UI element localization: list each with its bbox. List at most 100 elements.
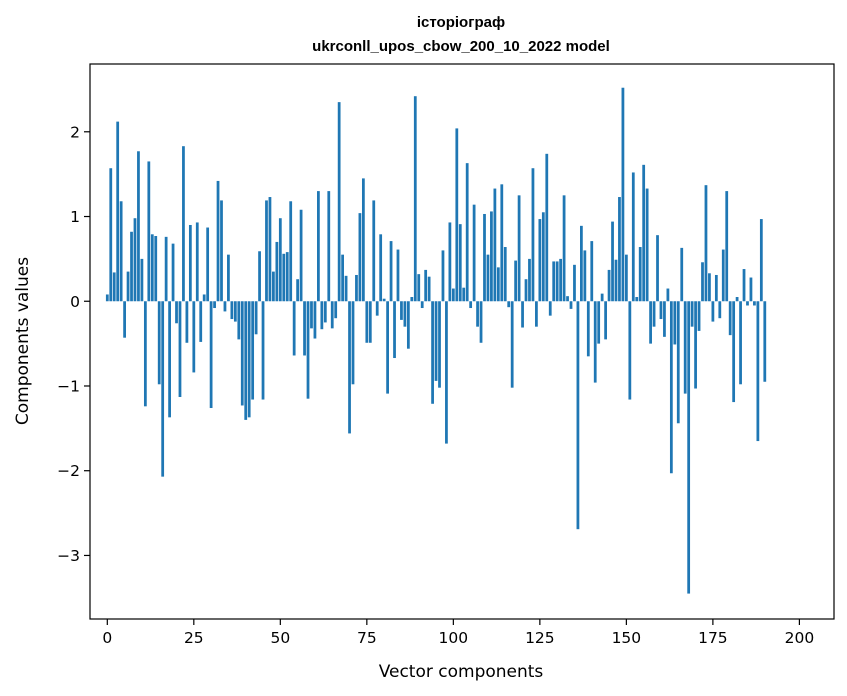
bar-142 — [597, 301, 601, 344]
x-tick-label: 200 — [785, 629, 815, 647]
bar-3 — [116, 121, 120, 302]
bar-190 — [763, 301, 767, 382]
bar-134 — [569, 301, 573, 309]
x-axis-ticks: 0 25 50 75 100 125 150 175 200 — [102, 619, 814, 647]
x-tick-label: 75 — [357, 629, 377, 647]
bar-169 — [690, 301, 694, 327]
bar-128 — [548, 301, 552, 316]
bar-10 — [140, 258, 144, 302]
bar-132 — [562, 195, 566, 302]
bar-114 — [500, 184, 504, 302]
bar-96 — [438, 301, 441, 388]
x-tick-label: 150 — [612, 629, 642, 647]
plot-frame — [89, 63, 835, 620]
bar-54 — [292, 301, 296, 356]
bar-7 — [130, 231, 133, 302]
bar-81 — [386, 301, 389, 394]
bar-59 — [310, 301, 313, 329]
bar-155 — [642, 164, 646, 302]
bar-93 — [427, 276, 431, 302]
bar-147 — [614, 259, 618, 302]
bar-86 — [403, 301, 407, 327]
bar-146 — [611, 221, 614, 302]
y-tick-label: 1 — [70, 208, 80, 226]
bar-121 — [524, 279, 528, 302]
bar-133 — [566, 296, 569, 302]
bar-89 — [413, 96, 417, 302]
bar-83 — [393, 301, 396, 359]
chart-subtitle: ukrconll_upos_cbow_200_10_2022 model — [312, 38, 610, 55]
bar-152 — [631, 172, 635, 302]
bar-11 — [143, 301, 147, 407]
plot-area — [90, 64, 834, 619]
bar-112 — [493, 188, 497, 302]
bar-90 — [417, 274, 421, 302]
bar-21 — [178, 301, 182, 397]
bar-6 — [126, 271, 130, 302]
bar-40 — [244, 301, 248, 420]
bar-98 — [445, 301, 448, 444]
bar-9 — [137, 151, 140, 302]
y-axis-ticks: −3 −2 −1 0 1 2 — [57, 123, 90, 565]
bar-116 — [507, 301, 511, 308]
y-tick-label: 2 — [70, 123, 80, 141]
x-tick-label: 0 — [102, 629, 112, 647]
bar-73 — [358, 213, 362, 302]
bar-92 — [424, 269, 428, 302]
bar-76 — [368, 301, 372, 343]
bar-33 — [220, 200, 223, 302]
x-tick-label: 50 — [270, 629, 290, 647]
bar-99 — [448, 222, 452, 302]
bar-67 — [337, 102, 341, 302]
bar-187 — [753, 301, 756, 306]
bar-1 — [109, 168, 113, 302]
bar-178 — [721, 249, 725, 302]
bar-154 — [638, 247, 642, 302]
bar-184 — [742, 269, 746, 302]
y-tick-label: −1 — [57, 377, 80, 395]
bar-37 — [233, 301, 237, 322]
bar-42 — [251, 301, 255, 400]
bar-115 — [503, 247, 507, 302]
bar-166 — [680, 247, 684, 302]
bar-74 — [361, 178, 365, 302]
bar-118 — [514, 260, 518, 302]
bar-122 — [528, 258, 531, 302]
bar-95 — [434, 301, 438, 381]
bar-87 — [406, 301, 410, 349]
bar-39 — [240, 301, 244, 406]
bar-97 — [441, 250, 445, 302]
x-tick-label: 100 — [439, 629, 469, 647]
bar-107 — [476, 301, 479, 327]
bar-44 — [258, 251, 261, 302]
bar-57 — [303, 301, 306, 356]
bar-162 — [666, 288, 670, 302]
bar-36 — [230, 301, 234, 320]
bar-126 — [541, 212, 545, 302]
bar-23 — [185, 301, 189, 343]
bar-series — [105, 87, 767, 594]
y-tick-label: −2 — [57, 462, 80, 480]
bar-110 — [486, 254, 490, 302]
bar-136 — [576, 301, 580, 530]
bar-174 — [708, 273, 711, 302]
bar-85 — [400, 301, 403, 320]
bar-167 — [683, 301, 687, 394]
bar-2 — [112, 272, 116, 302]
bar-53 — [289, 201, 293, 302]
bar-75 — [365, 301, 369, 343]
bar-58 — [306, 301, 310, 399]
bar-45 — [261, 301, 265, 400]
bar-135 — [573, 264, 576, 302]
bar-181 — [732, 301, 736, 403]
bar-161 — [663, 301, 666, 337]
bar-34 — [223, 301, 227, 312]
bar-26 — [195, 222, 199, 302]
chart-title: історіограф — [417, 14, 505, 31]
bar-47 — [268, 197, 272, 302]
bar-15 — [157, 301, 161, 385]
bar-164 — [673, 301, 677, 345]
bar-186 — [749, 277, 753, 302]
bar-50 — [278, 218, 282, 302]
bar-125 — [538, 219, 542, 302]
